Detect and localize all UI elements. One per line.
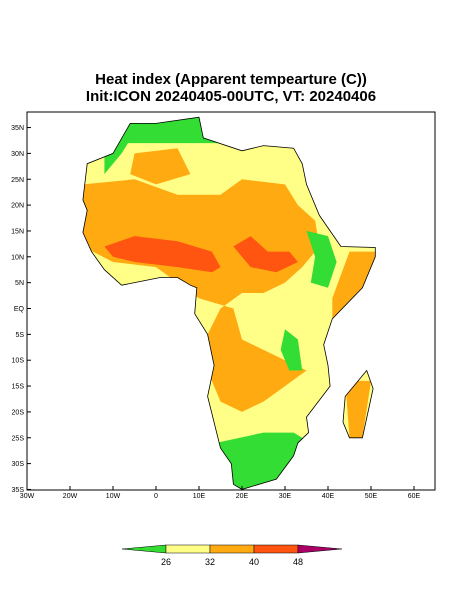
colorbar-swatch xyxy=(209,544,255,554)
field-region xyxy=(233,236,298,273)
lat-tick-label: 30N xyxy=(11,151,24,158)
field-region xyxy=(345,380,371,438)
field-region xyxy=(104,132,135,175)
lat-tick-label: 20S xyxy=(12,409,25,416)
title: Heat index (Apparent tempearture (C)) xyxy=(95,71,367,88)
lat-tick-label: 30S xyxy=(12,461,25,468)
coastline xyxy=(82,116,376,490)
field-region xyxy=(280,329,303,371)
map-frame xyxy=(26,111,436,491)
colorbar: 26 32 40 48 xyxy=(121,544,343,567)
colorbar-label: 40 xyxy=(249,557,259,567)
lat-tick-label: 10S xyxy=(12,358,25,365)
lat-tick-label: 15S xyxy=(12,384,25,391)
lon-tick-label: 60E xyxy=(408,493,421,500)
colorbar-swatch xyxy=(165,544,211,554)
lon-tick-label: 10E xyxy=(193,493,206,500)
field-region xyxy=(104,236,221,273)
lat-tick-label: EQ xyxy=(14,306,25,313)
field-region xyxy=(332,251,376,324)
lat-tick-label: 15N xyxy=(11,228,24,235)
lat-tick-label: 25N xyxy=(11,177,24,184)
lon-tick-label: 20W xyxy=(63,493,78,500)
lat-tick-label: 5N xyxy=(15,280,24,287)
lat-tick-label: 10N xyxy=(11,254,24,261)
colorbar-label: 26 xyxy=(161,557,171,567)
colorbar-label: 32 xyxy=(205,557,215,567)
lon-tick-label: 30W xyxy=(20,493,35,500)
lat-tick-label: 35N xyxy=(11,125,24,132)
colorbar-label: 48 xyxy=(293,557,303,567)
lat-tick-label: 25S xyxy=(12,435,25,442)
lon-tick-label: 50E xyxy=(365,493,378,500)
subtitle: Init:ICON 20240405-00UTC, VT: 20240406 xyxy=(86,88,376,105)
lon-tick-label: 20E xyxy=(236,493,249,500)
lon-tick-label: 40E xyxy=(322,493,335,500)
colorbar-swatch xyxy=(297,544,343,554)
lon-tick-label: 0 xyxy=(154,493,158,500)
lon-tick-label: 30E xyxy=(279,493,292,500)
field-region xyxy=(130,148,191,185)
lat-tick-label: 20N xyxy=(11,203,24,210)
colorbar-swatch xyxy=(253,544,299,554)
lat-tick-label: 5S xyxy=(15,332,24,339)
field-region xyxy=(306,230,337,288)
lat-tick-label: 35S xyxy=(12,487,25,494)
lon-tick-label: 10W xyxy=(106,493,121,500)
